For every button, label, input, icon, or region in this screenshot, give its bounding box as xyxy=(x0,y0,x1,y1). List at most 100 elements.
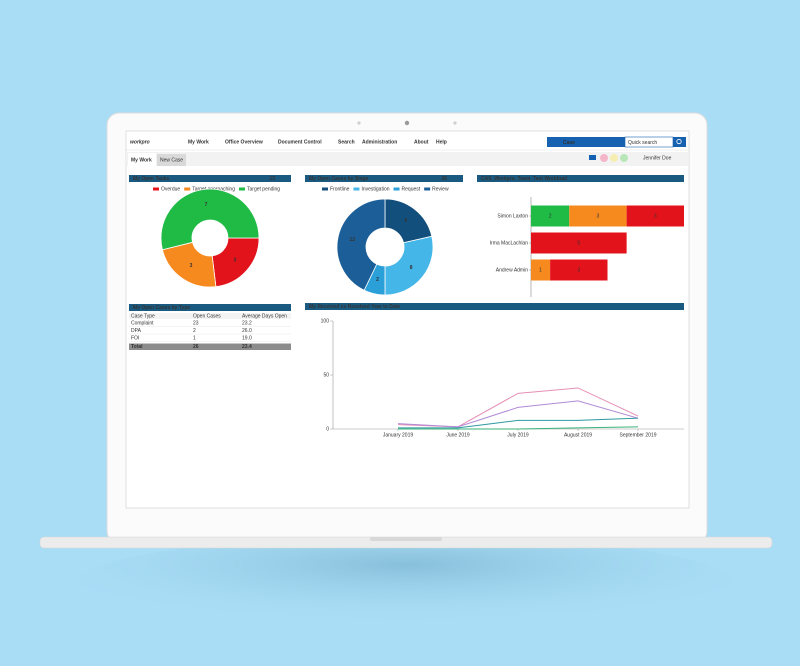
y-tick-label: 50 xyxy=(323,372,329,378)
bar-label: 3 xyxy=(577,267,580,273)
bar-segment xyxy=(531,232,627,254)
mail-icon[interactable] xyxy=(589,155,596,160)
panel-count: 13 xyxy=(269,176,275,182)
logo[interactable]: workpro xyxy=(130,139,150,145)
tab-bar xyxy=(127,152,688,166)
column-header: Average Days Open xyxy=(242,313,287,319)
table-cell: 23.2 xyxy=(242,320,252,326)
panel-header xyxy=(129,175,291,182)
slice-label: 12 xyxy=(350,237,356,243)
x-tick-label: June 2019 xyxy=(446,432,470,438)
search-icon xyxy=(676,138,682,145)
category-label: Andrew Admin xyxy=(496,267,528,273)
shadow xyxy=(76,535,736,635)
legend-swatch xyxy=(322,187,328,191)
slice-label: 7 xyxy=(205,202,208,208)
panel-title: My Open Cases by Stage xyxy=(309,176,369,182)
line-series xyxy=(397,400,639,428)
table-cell: Complaint xyxy=(131,320,154,326)
nav-item[interactable]: Document Control xyxy=(278,139,322,145)
nav-item[interactable]: Help xyxy=(436,139,447,145)
table-total-cell: 23.4 xyxy=(242,344,252,350)
bar-label: 5 xyxy=(577,240,580,246)
panel-title: My Open Cases by Type xyxy=(133,305,190,311)
table-total-row xyxy=(129,343,291,350)
status-dot[interactable] xyxy=(600,154,608,162)
status-dot[interactable] xyxy=(610,154,618,162)
legend-label: Target pending xyxy=(247,186,280,192)
donut-slice xyxy=(161,241,217,288)
panel-header xyxy=(129,304,291,311)
bar-label: 3 xyxy=(654,213,657,219)
bar-segment xyxy=(531,205,570,227)
table-header-row xyxy=(129,313,291,319)
nav-item[interactable]: Office Overview xyxy=(225,139,263,145)
slice-label: 3 xyxy=(190,263,193,269)
tab-active[interactable] xyxy=(128,153,156,166)
legend-swatch xyxy=(153,187,159,191)
x-tick-label: September 2019 xyxy=(620,432,657,438)
tab-inactive[interactable] xyxy=(157,154,186,166)
y-tick-label: 0 xyxy=(326,426,329,432)
sensor xyxy=(357,121,361,125)
laptop-notch xyxy=(370,537,442,541)
legend-swatch xyxy=(239,187,245,191)
column-header: Case Type xyxy=(131,313,155,319)
legend-swatch xyxy=(393,187,400,191)
y-tick-label: 100 xyxy=(321,318,330,324)
table-cell: 23 xyxy=(193,320,199,326)
panel-title: My Received vs Resolved Year to Date xyxy=(309,304,400,310)
category-label: Irma MacLachlan xyxy=(490,240,529,246)
table-cell: 1 xyxy=(193,335,196,341)
column-header: Open Cases xyxy=(193,313,221,319)
user-name[interactable]: Jennifer Doe xyxy=(643,155,672,161)
bar-label: 1 xyxy=(539,267,542,273)
sensor xyxy=(453,121,457,125)
x-tick-label: July 2019 xyxy=(507,432,529,438)
bar-label: 2 xyxy=(549,213,552,219)
panel-title: My Open Tasks xyxy=(133,176,170,182)
table-cell: 26.0 xyxy=(242,328,252,334)
table-total-cell: Total xyxy=(131,344,143,350)
nav-item[interactable]: My Work xyxy=(188,139,209,145)
x-tick-label: August 2019 xyxy=(564,432,592,438)
x-tick-label: January 2019 xyxy=(383,432,414,438)
nav-item[interactable]: Administration xyxy=(362,139,397,145)
status-dot[interactable] xyxy=(620,154,628,162)
search-scope-label: Case xyxy=(563,140,575,146)
table-cell: DPA xyxy=(131,328,142,334)
nav-item[interactable]: Search xyxy=(338,139,355,145)
legend-swatch xyxy=(184,187,191,191)
line-series xyxy=(398,426,639,430)
bar-segment xyxy=(550,259,608,281)
bar-label: 3 xyxy=(597,213,600,219)
search-button[interactable] xyxy=(673,137,686,147)
donut-slice xyxy=(336,198,386,291)
legend-swatch xyxy=(353,187,360,191)
slice-label: 2 xyxy=(376,277,379,283)
legend-label: Request xyxy=(402,186,421,192)
panel-header xyxy=(305,303,684,310)
donut-slice xyxy=(160,188,260,251)
legend-swatch xyxy=(424,187,431,191)
table-cell: 19.0 xyxy=(242,335,252,341)
bar-segment xyxy=(569,205,627,227)
nav-item[interactable]: About xyxy=(414,139,429,145)
panel-count: 26 xyxy=(441,176,447,182)
panel-header xyxy=(477,175,684,182)
legend-label: Investigation xyxy=(361,186,389,192)
tab: My Work xyxy=(131,157,152,163)
category-label: Simon Laxton xyxy=(497,213,528,219)
search-placeholder: Quick search xyxy=(628,140,657,146)
donut-slice xyxy=(211,237,260,288)
nav-bar: My Work Office Overview Document Control Se… xyxy=(188,139,447,145)
search-scope[interactable] xyxy=(547,137,625,147)
table-cell: FOI xyxy=(131,335,139,341)
legend-label: Overdue xyxy=(161,186,180,192)
line-series xyxy=(398,417,639,429)
slice-label: 3 xyxy=(234,258,237,264)
bar-segment xyxy=(531,259,551,281)
table-cell: 2 xyxy=(193,328,196,334)
